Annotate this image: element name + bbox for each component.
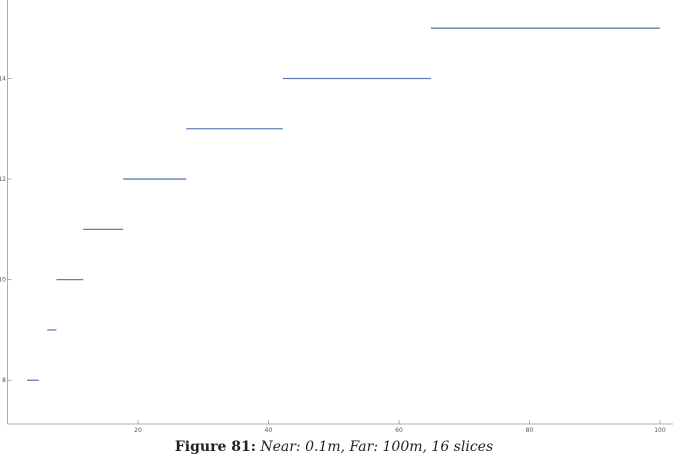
x-tick-label: 80 xyxy=(526,427,534,434)
y-tick-label: 10 xyxy=(0,277,6,284)
y-tick-label: 12 xyxy=(0,176,6,183)
x-tick-label: 40 xyxy=(265,427,273,434)
y-tick-label: 8 xyxy=(2,377,6,384)
x-tick-label: 60 xyxy=(395,427,403,434)
x-tick-label: 20 xyxy=(134,427,142,434)
caption: Figure 81: Near: 0.1m, Far: 100m, 16 sli… xyxy=(0,439,668,455)
chart: 20 40 60 80 100 8 10 12 14 xyxy=(0,0,673,434)
x-tick-label: 100 xyxy=(654,427,666,434)
caption-label: Figure 81: xyxy=(174,439,256,455)
caption-text: Near: 0.1m, Far: 100m, 16 slices xyxy=(260,439,494,455)
y-tick-label: 14 xyxy=(0,75,6,82)
